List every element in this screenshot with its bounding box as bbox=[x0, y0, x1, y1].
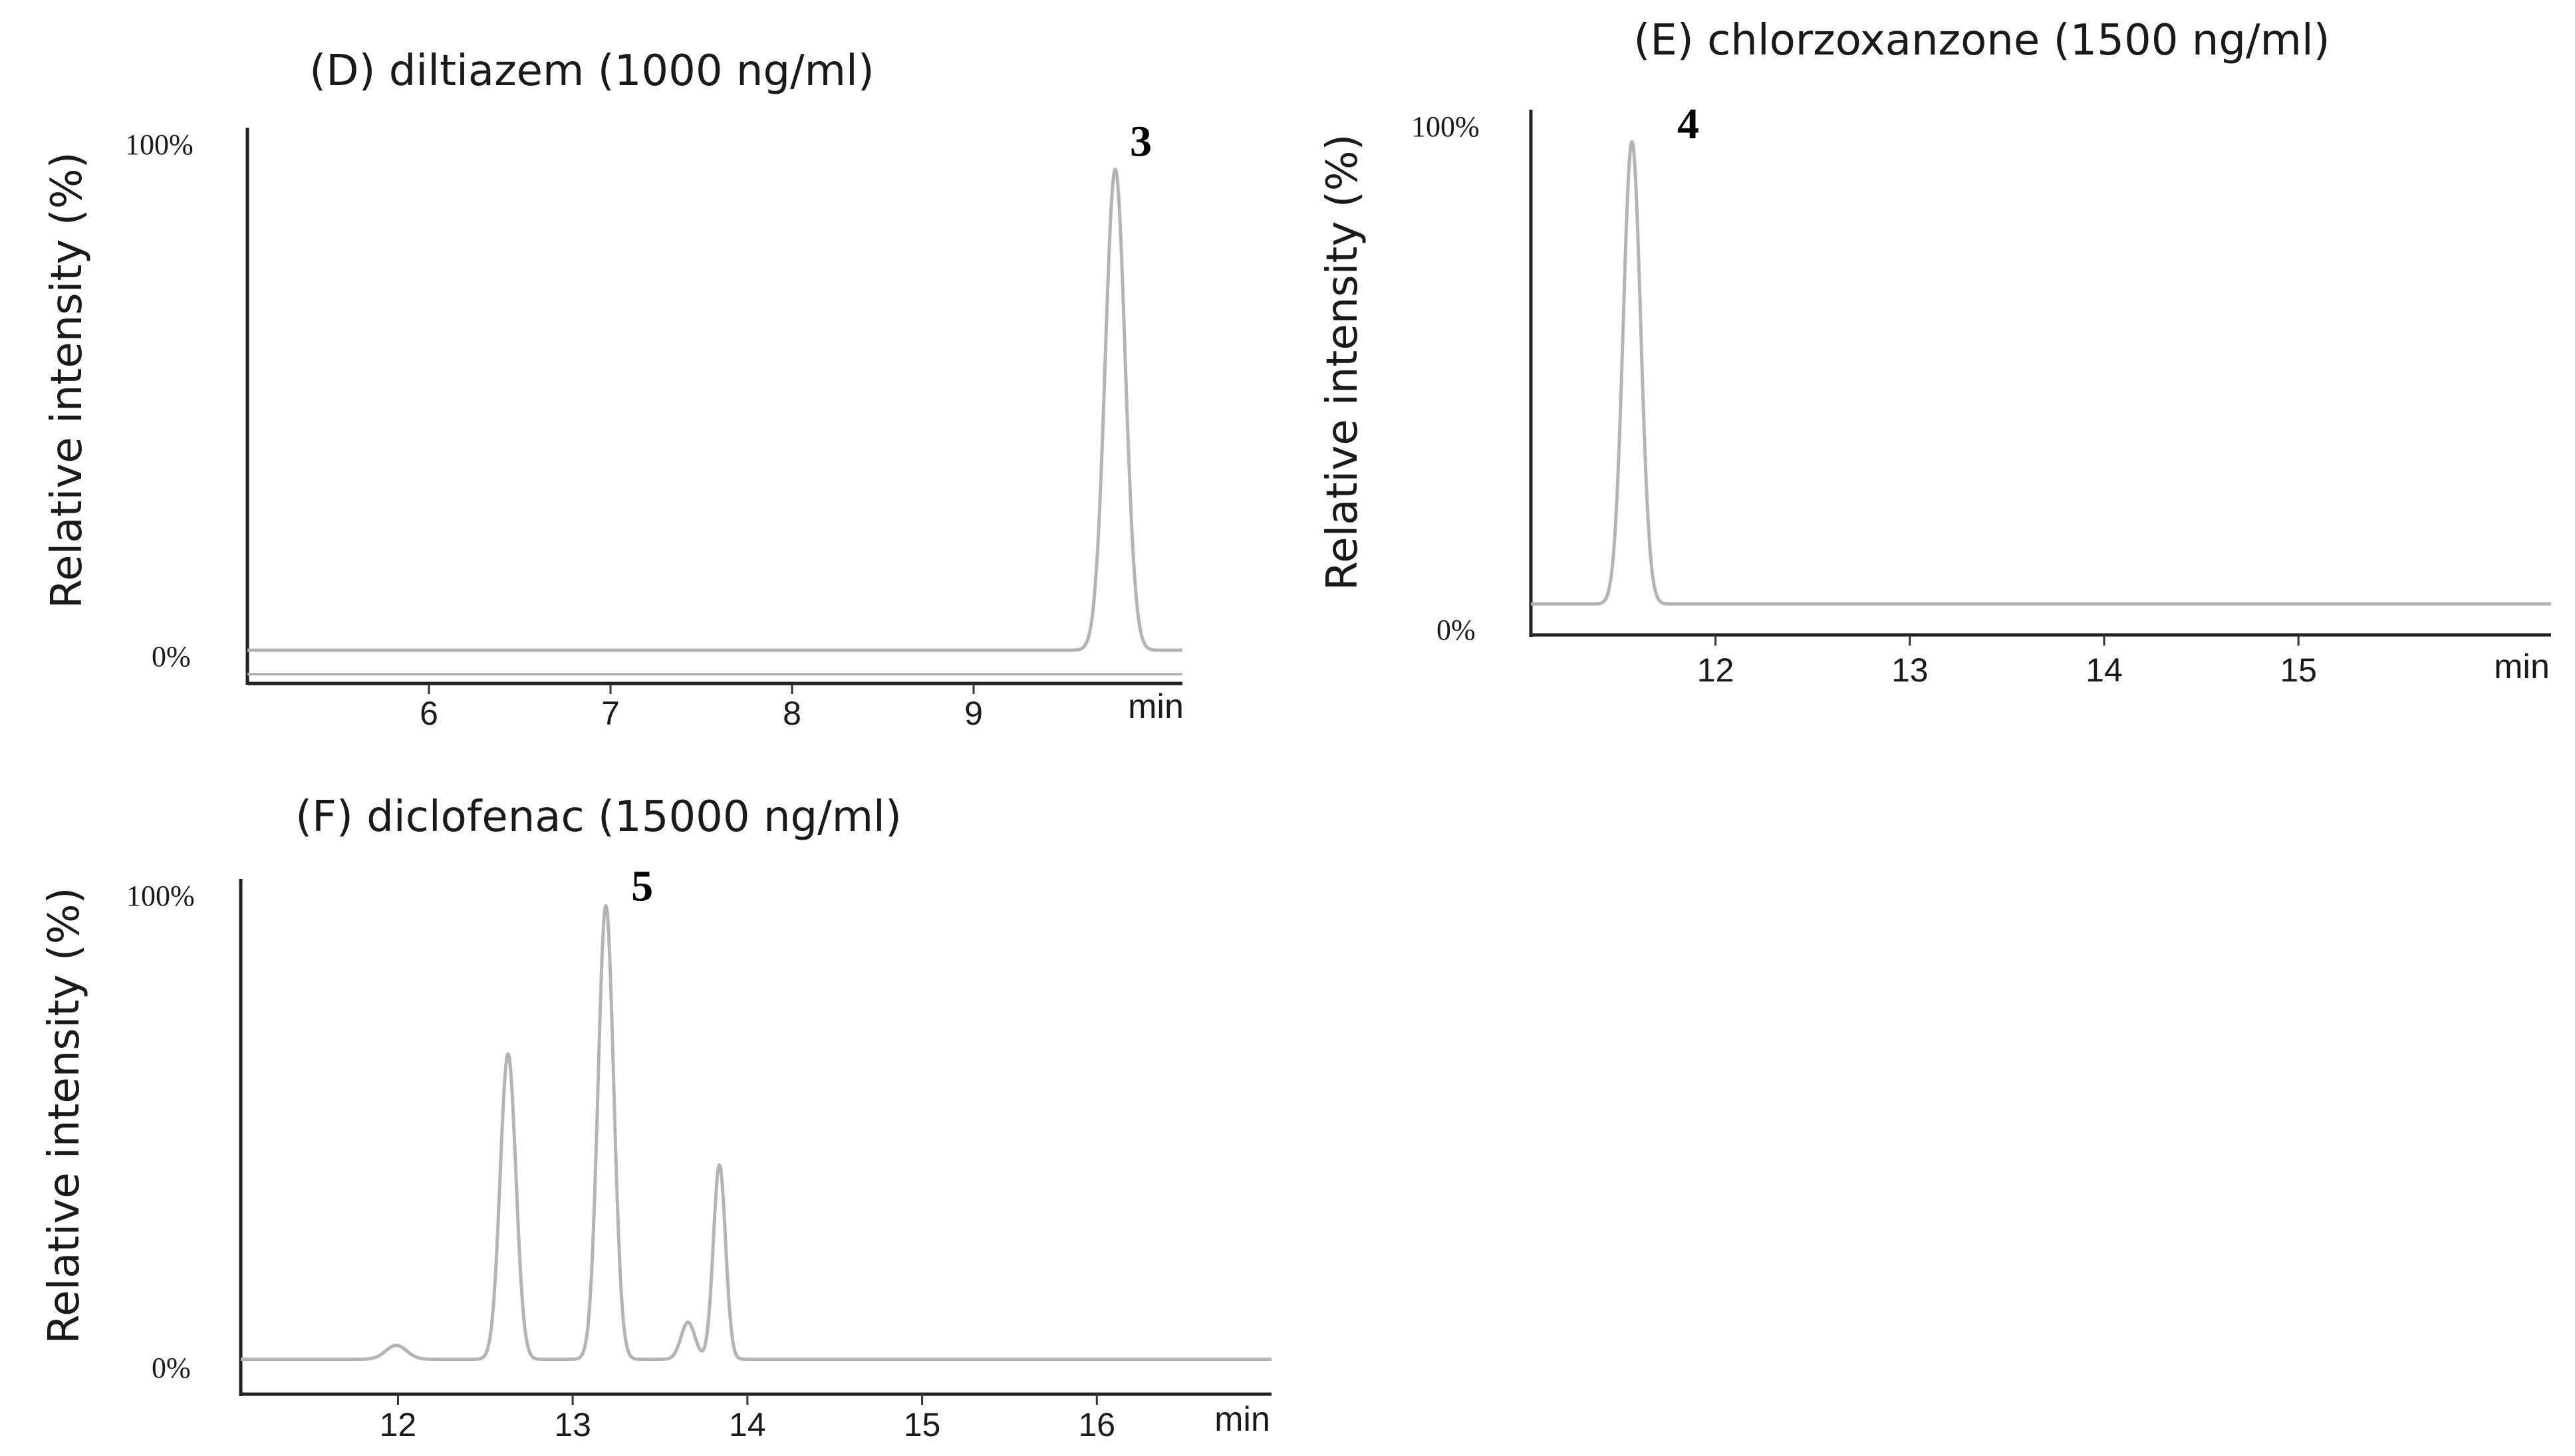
panel-d-x-tick-label-8: 8 bbox=[783, 695, 801, 732]
panel-e-peak-label-4: 4 bbox=[1677, 100, 1699, 148]
panel-f-trace bbox=[239, 904, 1273, 1361]
panel-f-y-axis-label: Relative intensity (%) bbox=[40, 888, 89, 1344]
panel-f-diclofenac: (F) diclofenac (15000 ng/ml) Relative in… bbox=[40, 792, 1273, 1443]
panel-d-peak-label-3: 3 bbox=[1130, 117, 1152, 166]
panel-d-title: (D) diltiazem (1000 ng/ml) bbox=[309, 47, 875, 96]
panel-d-x-unit: min bbox=[1128, 687, 1184, 726]
panel-f-x-tick-label-13: 13 bbox=[554, 1406, 591, 1443]
panel-f-x-tick-label-16: 16 bbox=[1078, 1406, 1115, 1443]
panel-d-x-tick-label-6: 6 bbox=[420, 695, 438, 732]
panel-d-x-tick-label-7: 7 bbox=[601, 695, 620, 732]
panel-f-y-top-label: 100% bbox=[126, 880, 195, 912]
panel-f-x-tick-label-12: 12 bbox=[380, 1406, 417, 1443]
panel-e-peak-labels: 4 bbox=[1677, 100, 1699, 148]
panel-e-y-top-label: 100% bbox=[1411, 110, 1480, 143]
panel-d-y-bottom-label: 0% bbox=[152, 640, 191, 673]
panel-f-x-ticks: 12 13 14 15 16 bbox=[380, 1394, 1115, 1443]
panel-e-x-ticks: 12 13 14 15 bbox=[1697, 635, 2317, 689]
panel-f-x-tick-label-14: 14 bbox=[729, 1406, 766, 1443]
panel-d-x-tick-label-9: 9 bbox=[964, 695, 983, 732]
panel-d-trace bbox=[246, 168, 1184, 652]
panel-e-y-axis-label: Relative intensity (%) bbox=[1318, 134, 1367, 591]
panel-e-x-tick-label-13: 13 bbox=[1891, 652, 1929, 689]
panel-e-title: (E) chlorzoxanzone (1500 ng/ml) bbox=[1633, 16, 2330, 65]
panel-f-title: (F) diclofenac (15000 ng/ml) bbox=[295, 792, 902, 842]
panel-d-x-ticks: 6 7 8 9 bbox=[420, 683, 983, 732]
panel-e-x-unit: min bbox=[2494, 648, 2550, 686]
panel-d-y-top-label: 100% bbox=[125, 128, 194, 161]
panel-f-peak-labels: 5 bbox=[631, 862, 653, 910]
panel-e-trace bbox=[1530, 140, 2552, 606]
panel-f-x-tick-label-15: 15 bbox=[904, 1406, 941, 1443]
panel-f-y-bottom-label: 0% bbox=[152, 1352, 191, 1384]
panel-f-peak-label-5: 5 bbox=[631, 862, 653, 910]
panel-d-diltiazem: (D) diltiazem (1000 ng/ml) Relative inte… bbox=[43, 47, 1184, 732]
panel-e-y-bottom-label: 0% bbox=[1436, 614, 1476, 646]
panel-e-x-tick-label-14: 14 bbox=[2086, 652, 2123, 689]
panel-e-chlorzoxanzone: (E) chlorzoxanzone (1500 ng/ml) Relative… bbox=[1318, 16, 2552, 689]
panel-e-x-tick-label-15: 15 bbox=[2280, 652, 2317, 689]
panel-d-peak-labels: 3 bbox=[1130, 117, 1152, 166]
panel-f-x-unit: min bbox=[1214, 1400, 1270, 1439]
panel-e-x-tick-label-12: 12 bbox=[1697, 652, 1734, 689]
panel-d-y-axis-label: Relative intensity (%) bbox=[43, 152, 92, 609]
